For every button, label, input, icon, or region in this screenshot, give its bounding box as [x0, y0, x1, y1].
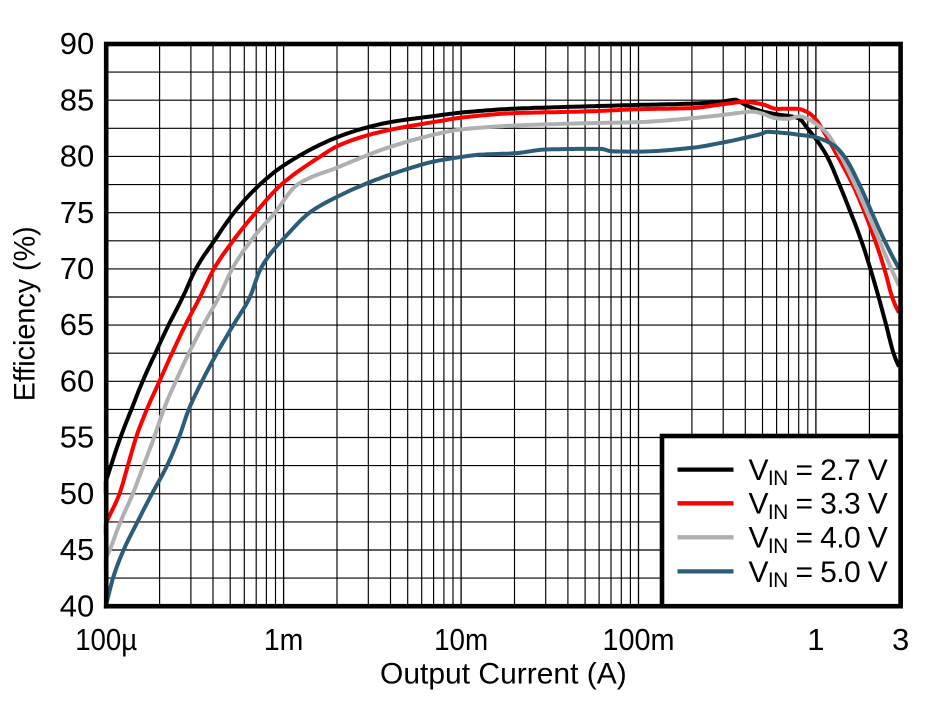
svg-text:75: 75: [60, 195, 94, 230]
svg-text:40: 40: [60, 588, 94, 623]
svg-text:90: 90: [60, 26, 94, 61]
svg-text:60: 60: [60, 363, 94, 398]
svg-text:100m: 100m: [603, 622, 675, 657]
svg-text:1m: 1m: [264, 622, 304, 657]
svg-text:85: 85: [60, 82, 94, 117]
svg-text:3: 3: [892, 622, 909, 657]
svg-text:Output Current (A): Output Current (A): [380, 658, 627, 691]
svg-text:100µ: 100µ: [75, 622, 137, 657]
svg-text:80: 80: [60, 139, 94, 174]
svg-text:Efficiency (%): Efficiency (%): [8, 226, 41, 401]
svg-text:70: 70: [60, 251, 94, 286]
svg-text:1: 1: [807, 622, 824, 657]
svg-text:65: 65: [60, 307, 94, 342]
svg-text:45: 45: [60, 532, 94, 567]
svg-text:10m: 10m: [434, 622, 488, 657]
svg-text:50: 50: [60, 476, 94, 511]
svg-text:VIN = 2.7 V: VIN = 2.7 V: [749, 454, 888, 490]
svg-text:55: 55: [60, 420, 94, 455]
